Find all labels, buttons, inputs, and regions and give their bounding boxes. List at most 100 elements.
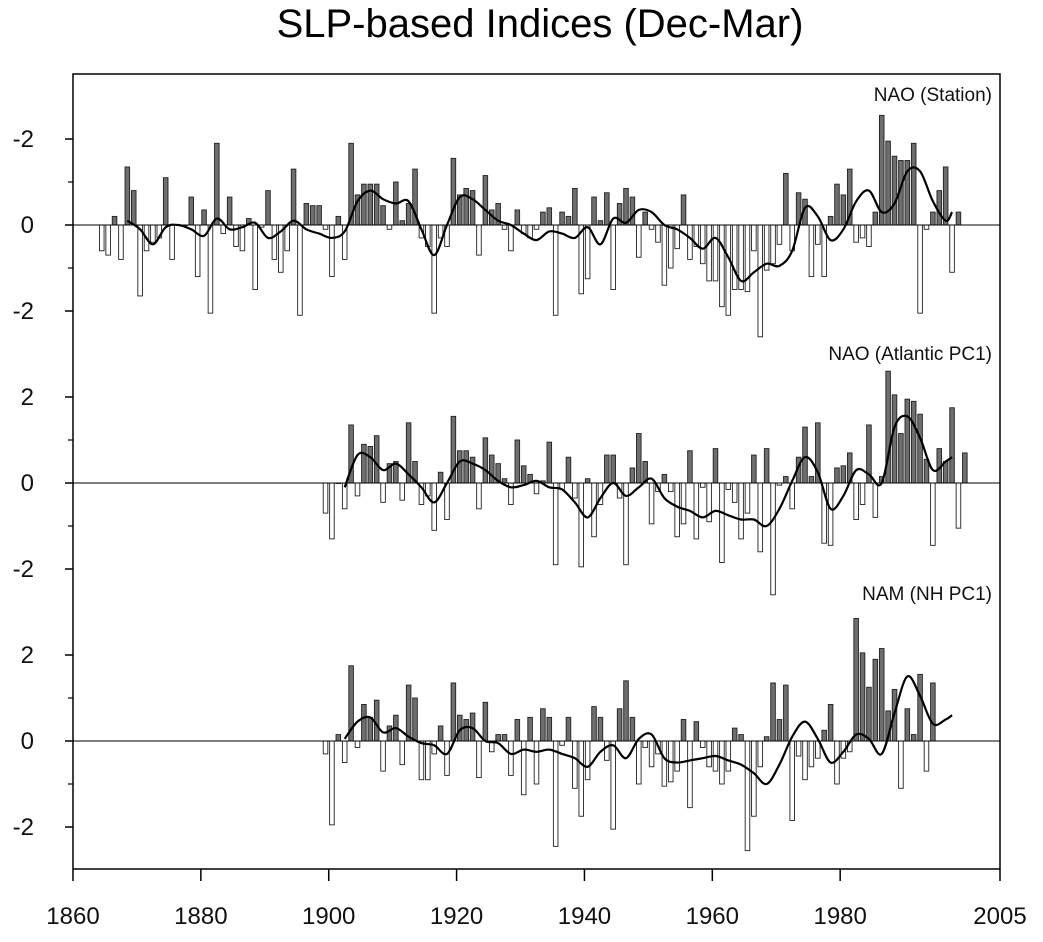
y-tick-label: 2 — [21, 384, 34, 411]
x-tick-label: 1940 — [558, 903, 611, 930]
bar-negative — [425, 740, 431, 781]
bar-positive — [226, 196, 233, 226]
bar-positive — [520, 465, 527, 484]
bar-positive — [386, 725, 393, 742]
bar-positive — [367, 716, 374, 742]
bar-negative — [923, 224, 930, 230]
bar-negative — [872, 482, 879, 518]
bar-negative — [738, 482, 744, 540]
x-tick-label: 1880 — [174, 903, 227, 930]
x-tick-label: 1980 — [813, 903, 866, 930]
bar-negative — [572, 482, 578, 499]
bar-negative — [719, 224, 725, 308]
bar-positive — [751, 454, 757, 484]
y-tick-label: -2 — [13, 556, 34, 583]
bar-positive — [827, 704, 834, 742]
bar-negative — [853, 224, 859, 243]
bar-negative — [687, 740, 693, 809]
bar-positive — [962, 452, 968, 484]
bar-negative — [661, 740, 668, 787]
bar-positive — [917, 673, 923, 742]
bar-positive — [463, 719, 469, 742]
bar-positive — [373, 699, 380, 742]
bar-negative — [770, 482, 776, 596]
bar-negative — [322, 482, 329, 514]
bar-negative — [808, 224, 815, 278]
bar-positive — [373, 435, 380, 484]
bar-positive — [891, 155, 898, 226]
bar-negative — [725, 740, 732, 772]
y-tick-label: 0 — [21, 470, 34, 497]
bar-negative — [169, 224, 175, 260]
bar-negative — [744, 224, 751, 293]
bar-positive — [457, 450, 463, 484]
bar-positive — [623, 680, 629, 742]
bar-negative — [476, 482, 482, 510]
bar-negative — [252, 224, 258, 290]
bar-positive — [265, 190, 271, 226]
bar-negative — [207, 224, 214, 314]
chart-panels: NAO (Station) NAO (Atlantic PC1) NAM (NH P… — [73, 85, 1000, 852]
bar-positive — [930, 682, 936, 742]
bar-positive — [514, 209, 521, 226]
bar-negative — [584, 224, 591, 280]
bar-positive — [316, 205, 322, 226]
bar-positive — [629, 716, 636, 742]
bar-positive — [540, 708, 546, 742]
bar-positive — [834, 183, 840, 226]
x-tick-label: 1960 — [686, 903, 739, 930]
bar-positive — [214, 142, 220, 226]
bar-positive — [591, 706, 597, 742]
bar-negative — [476, 740, 482, 778]
bar-positive — [546, 207, 553, 226]
bar-negative — [751, 740, 757, 817]
bar-positive — [629, 196, 636, 226]
y-tick-label: -2 — [13, 814, 34, 841]
bar-negative — [699, 224, 706, 265]
bar-negative — [648, 740, 655, 768]
bar-positive — [904, 398, 911, 484]
bar-positive — [405, 684, 412, 742]
bar-negative — [955, 482, 962, 529]
bar-negative — [898, 740, 904, 789]
bar-positive — [482, 437, 489, 484]
bar-positive — [130, 190, 137, 226]
bar-negative — [578, 482, 585, 568]
bar-negative — [636, 740, 642, 785]
bar-positive — [891, 394, 898, 484]
y-axis: -2 0 -2 2 0 -2 2 0 -2 — [13, 126, 73, 841]
bar-negative — [329, 224, 335, 278]
bar-negative — [731, 482, 738, 503]
bar-positive — [712, 448, 719, 484]
bar-positive — [565, 456, 572, 484]
bar-negative — [661, 224, 668, 286]
bar-negative — [552, 224, 559, 316]
bar-positive — [642, 211, 648, 226]
bar-negative — [866, 224, 872, 247]
panel: NAM (NH PC1) — [73, 584, 1000, 852]
bar-positive — [661, 473, 668, 484]
bar-negative — [693, 482, 700, 540]
bar-positive — [584, 478, 591, 484]
bar-positive — [565, 716, 572, 742]
bar-negative — [501, 224, 508, 230]
x-tick-label: 1900 — [302, 903, 355, 930]
bar-positive — [335, 734, 342, 742]
bar-negative — [642, 740, 648, 748]
bar-positive — [623, 187, 629, 226]
bar-negative — [150, 224, 156, 243]
bar-positive — [942, 166, 949, 226]
bar-positive — [910, 400, 917, 484]
bar-positive — [501, 734, 508, 742]
panel-label: NAM (NH PC1) — [862, 584, 992, 605]
bar-negative — [533, 740, 540, 785]
smoothed-line — [343, 675, 953, 786]
bar-negative — [770, 224, 776, 265]
bar-negative — [859, 224, 866, 239]
bar-positive — [597, 220, 604, 226]
bar-positive — [604, 454, 610, 484]
bar-negative — [917, 224, 923, 314]
bar-positive — [872, 211, 879, 226]
bar-negative — [668, 224, 674, 269]
bar-positive — [840, 465, 847, 484]
